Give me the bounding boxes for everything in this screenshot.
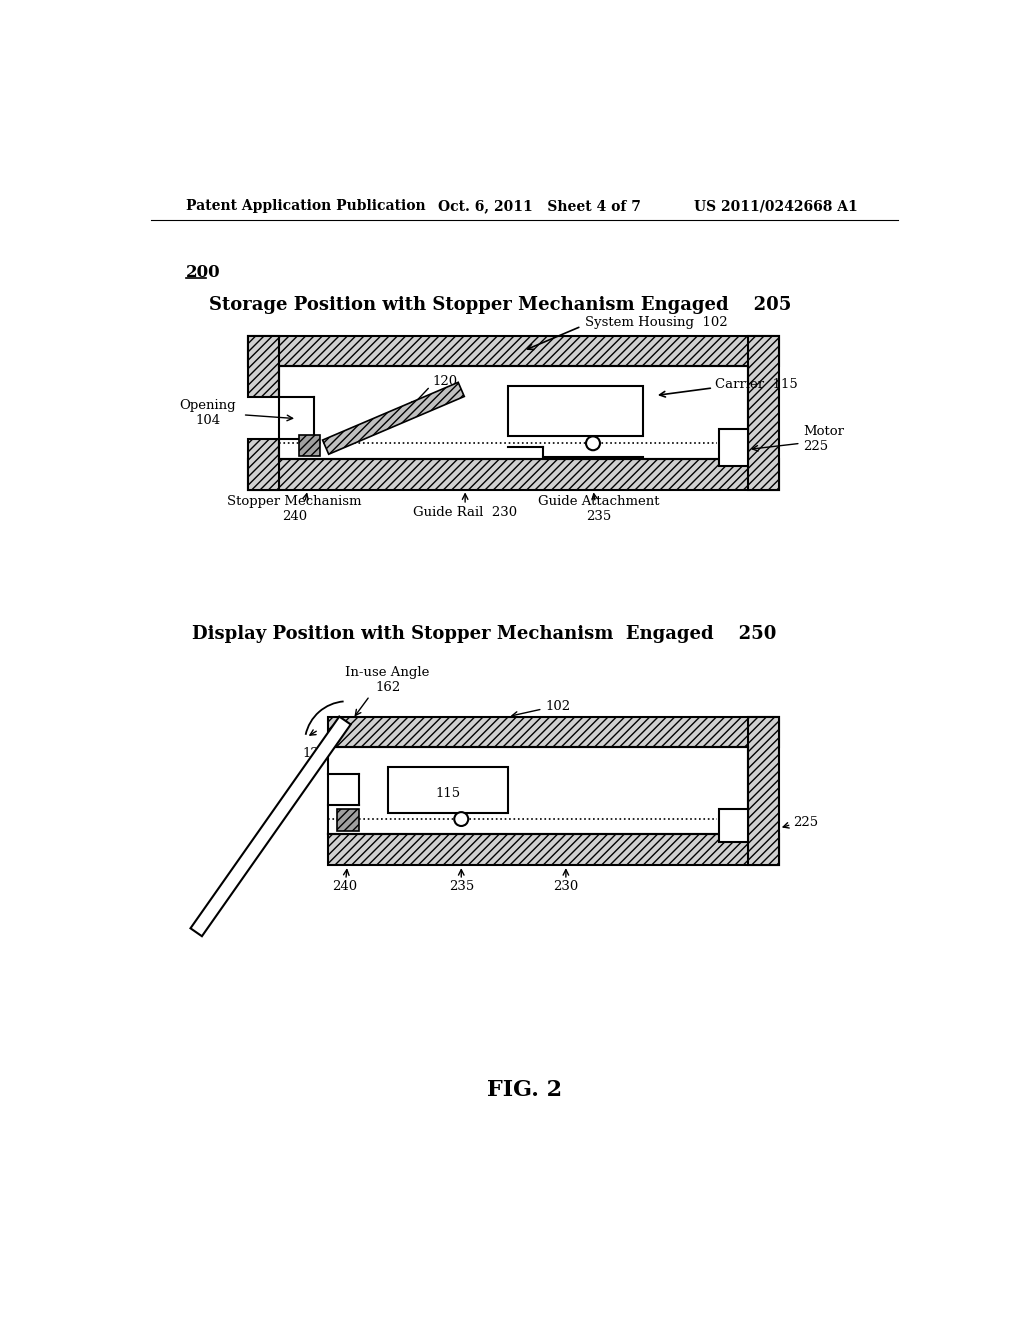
Bar <box>248 440 280 490</box>
Bar <box>719 809 748 842</box>
Text: 235: 235 <box>449 879 474 892</box>
Text: US 2011/0242668 A1: US 2011/0242668 A1 <box>693 199 857 213</box>
Text: 120: 120 <box>303 747 328 760</box>
Text: 102: 102 <box>546 700 570 713</box>
Bar <box>748 717 779 866</box>
Text: In-use Angle
162: In-use Angle 162 <box>345 667 430 694</box>
Bar <box>248 459 779 490</box>
Text: 225: 225 <box>793 816 818 829</box>
Text: 240: 240 <box>333 879 357 892</box>
Text: Oct. 6, 2011   Sheet 4 of 7: Oct. 6, 2011 Sheet 4 of 7 <box>438 199 641 213</box>
Bar <box>748 335 779 490</box>
Circle shape <box>455 812 468 826</box>
Text: Opening
104: Opening 104 <box>179 399 237 426</box>
Text: Guide Rail  230: Guide Rail 230 <box>413 506 517 519</box>
Circle shape <box>586 437 600 450</box>
Bar <box>328 834 779 866</box>
Text: Motor
225: Motor 225 <box>803 425 844 454</box>
Text: Storage Position with Stopper Mechanism Engaged    205: Storage Position with Stopper Mechanism … <box>209 296 792 314</box>
Bar <box>337 809 359 830</box>
Bar <box>280 367 748 459</box>
Bar <box>248 335 280 397</box>
Bar <box>328 717 779 747</box>
Text: Display Position with Stopper Mechanism  Engaged    250: Display Position with Stopper Mechanism … <box>193 626 776 643</box>
Polygon shape <box>323 383 464 454</box>
Text: 115: 115 <box>435 787 461 800</box>
Bar <box>508 385 643 436</box>
Text: Stopper Mechanism
240: Stopper Mechanism 240 <box>227 495 361 523</box>
Bar <box>328 747 748 834</box>
Polygon shape <box>190 717 350 936</box>
Text: 230: 230 <box>553 879 579 892</box>
Bar <box>248 335 779 367</box>
Text: System Housing  102: System Housing 102 <box>586 315 728 329</box>
Text: 200: 200 <box>186 264 221 281</box>
Bar <box>299 434 321 457</box>
Text: 120: 120 <box>432 375 458 388</box>
Text: Patent Application Publication: Patent Application Publication <box>186 199 426 213</box>
Text: Guide Attachment
235: Guide Attachment 235 <box>539 495 659 523</box>
Bar <box>388 767 508 813</box>
Text: FIG. 2: FIG. 2 <box>487 1080 562 1101</box>
Text: Carrier  115: Carrier 115 <box>716 378 798 391</box>
Bar <box>719 429 748 466</box>
